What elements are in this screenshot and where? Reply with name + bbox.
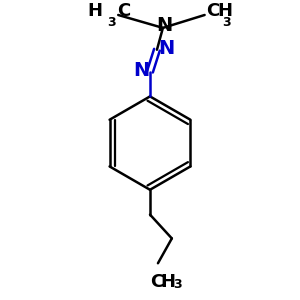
Text: H: H xyxy=(218,2,232,20)
Text: C: C xyxy=(207,2,220,20)
Text: 3: 3 xyxy=(173,278,182,291)
Text: C: C xyxy=(117,2,130,20)
Text: H: H xyxy=(87,2,102,20)
Text: N: N xyxy=(133,61,149,80)
Text: N: N xyxy=(158,39,174,58)
Text: H: H xyxy=(160,273,175,291)
Text: 3: 3 xyxy=(222,16,231,29)
Text: C: C xyxy=(150,273,164,291)
Text: 3: 3 xyxy=(107,16,116,29)
Text: N: N xyxy=(156,16,172,35)
